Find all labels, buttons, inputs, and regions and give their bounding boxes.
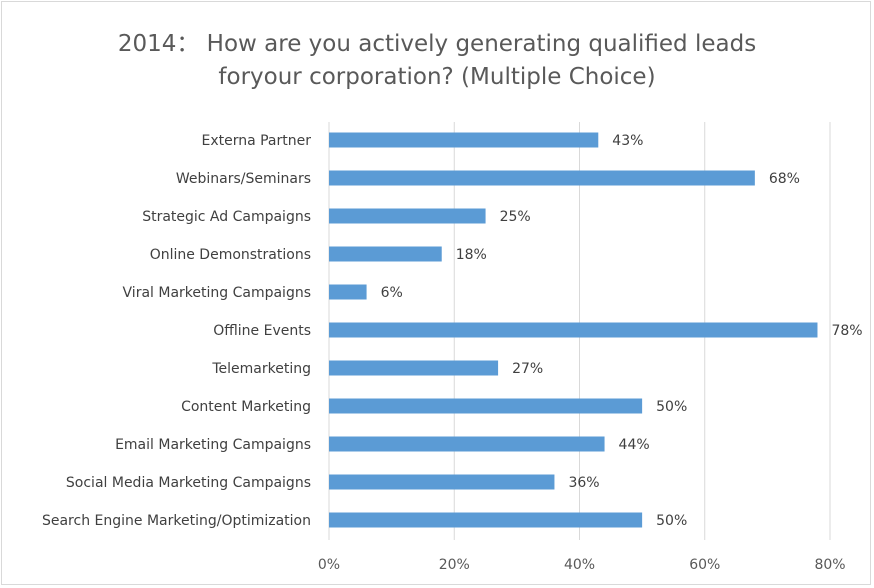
category-label: Externa Partner: [201, 133, 311, 149]
bar: [329, 512, 643, 528]
bar: [329, 170, 755, 186]
value-label: 25%: [500, 209, 531, 225]
x-axis-tick-labels: 0% 20% 40% 60% 80%: [318, 557, 846, 573]
chart-title-line-1: 2014： How are you actively generating qu…: [117, 31, 757, 57]
category-label: Telemarketing: [211, 361, 311, 377]
value-label: 50%: [656, 399, 687, 415]
x-tick-label: 20%: [439, 557, 470, 573]
value-label: 50%: [656, 513, 687, 529]
x-tick-label: 60%: [689, 557, 720, 573]
bars: [329, 132, 818, 528]
bar: [329, 360, 499, 376]
category-label: Social Media Marketing Campaigns: [66, 475, 311, 491]
category-label: Strategic Ad Campaigns: [142, 209, 311, 225]
category-labels: Externa Partner Webinars/Seminars Strategi…: [42, 133, 311, 529]
category-label: Webinars/Seminars: [176, 171, 311, 187]
bar: [329, 246, 442, 262]
value-label: 78%: [831, 323, 862, 339]
chart-title-line-2: foryour corporation? (Multiple Choice): [218, 64, 656, 90]
category-label: Viral Marketing Campaigns: [123, 285, 311, 301]
bar: [329, 474, 555, 490]
bar: [329, 398, 643, 414]
category-label: Search Engine Marketing/Optimization: [42, 513, 311, 529]
category-label: Email Marketing Campaigns: [115, 437, 311, 453]
value-labels: 43% 68% 25% 18% 6% 78% 27% 50% 44% 36% 50%: [381, 133, 863, 529]
bar: [329, 436, 605, 452]
x-tick-label: 80%: [814, 557, 845, 573]
x-tick-label: 40%: [564, 557, 595, 573]
chart-title: 2014： How are you actively generating qu…: [0, 28, 874, 94]
x-tick-label: 0%: [318, 557, 340, 573]
category-label: Offline Events: [213, 323, 311, 339]
value-label: 18%: [456, 247, 487, 263]
value-label: 36%: [568, 475, 599, 491]
value-label: 44%: [619, 437, 650, 453]
value-label: 68%: [769, 171, 800, 187]
bar: [329, 208, 486, 224]
value-label: 27%: [512, 361, 543, 377]
value-label: 6%: [381, 285, 403, 301]
bar: [329, 284, 367, 300]
bar: [329, 322, 818, 338]
bar: [329, 132, 599, 148]
category-label: Content Marketing: [181, 399, 311, 415]
category-label: Online Demonstrations: [150, 247, 311, 263]
value-label: 43%: [612, 133, 643, 149]
